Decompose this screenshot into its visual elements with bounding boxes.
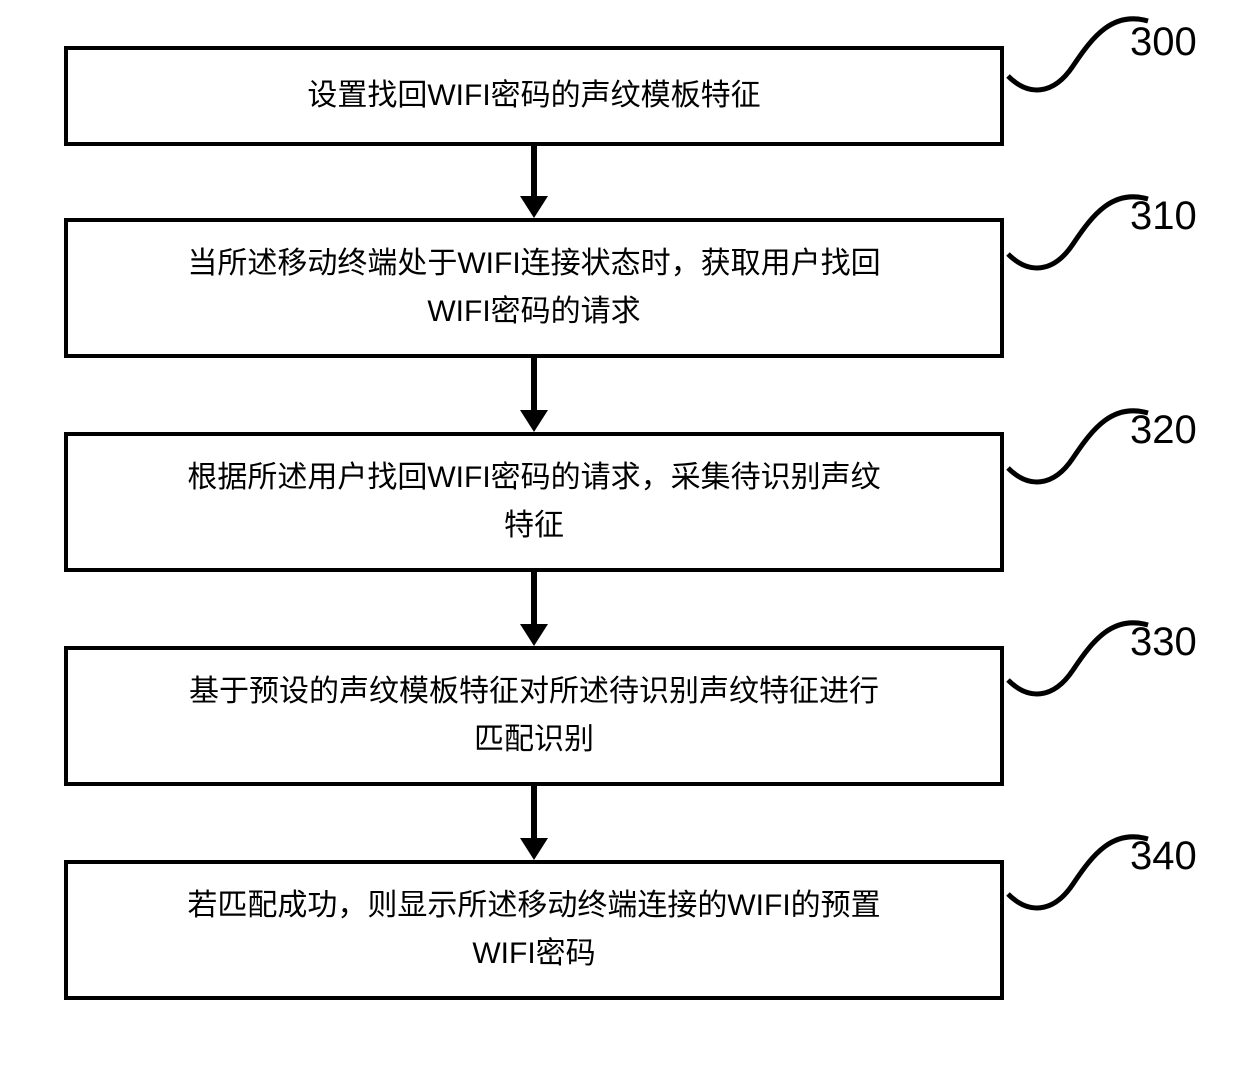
callout-label-330: 330 [1130,620,1197,665]
step-text: 当所述移动终端处于WIFI连接状态时，获取用户找回 WIFI密码的请求 [187,240,880,336]
step-text: 根据所述用户找回WIFI密码的请求，采集待识别声纹 特征 [187,454,880,550]
arrow-head-icon [520,624,548,646]
arrow-3 [520,786,548,860]
step-box-300: 设置找回WIFI密码的声纹模板特征 [64,46,1004,146]
step-box-340: 若匹配成功，则显示所述移动终端连接的WIFI的预置 WIFI密码 [64,860,1004,1000]
callout-label-320: 320 [1130,408,1197,453]
step-box-320: 根据所述用户找回WIFI密码的请求，采集待识别声纹 特征 [64,432,1004,572]
callout-curve [1008,411,1148,482]
callout-curve [1008,837,1148,908]
callout-label-340: 340 [1130,834,1197,879]
arrow-head-icon [520,838,548,860]
arrow-line [531,146,537,196]
callout-curve [1008,197,1148,268]
arrow-2 [520,572,548,646]
arrow-line [531,572,537,624]
step-text: 若匹配成功，则显示所述移动终端连接的WIFI的预置 WIFI密码 [187,882,880,978]
arrow-head-icon [520,410,548,432]
step-box-310: 当所述移动终端处于WIFI连接状态时，获取用户找回 WIFI密码的请求 [64,218,1004,358]
step-text: 设置找回WIFI密码的声纹模板特征 [307,72,760,120]
callout-label-310: 310 [1130,194,1197,239]
step-box-330: 基于预设的声纹模板特征对所述待识别声纹特征进行 匹配识别 [64,646,1004,786]
callout-curve [1008,19,1148,90]
arrow-head-icon [520,196,548,218]
step-text: 基于预设的声纹模板特征对所述待识别声纹特征进行 匹配识别 [189,668,879,764]
flowchart-container: 设置找回WIFI密码的声纹模板特征 当所述移动终端处于WIFI连接状态时，获取用… [20,20,1220,1060]
arrow-1 [520,358,548,432]
arrow-line [531,358,537,410]
callout-curve [1008,623,1148,694]
arrow-0 [520,146,548,218]
callout-label-300: 300 [1130,20,1197,65]
arrow-line [531,786,537,838]
